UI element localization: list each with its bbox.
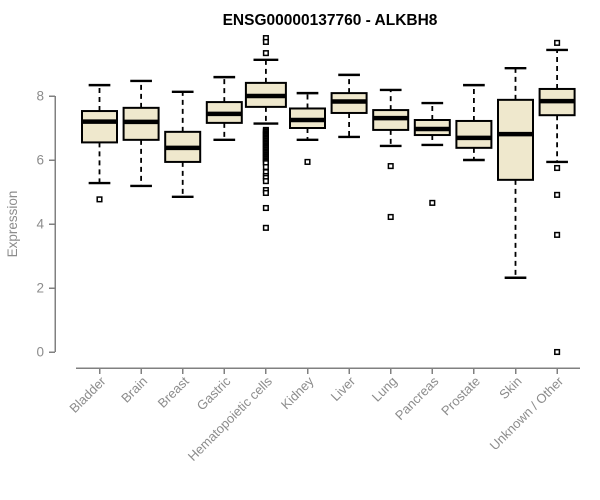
- box-pancreas: [413, 101, 451, 206]
- box-gastric: [205, 75, 243, 142]
- chart-title: ENSG00000137760 - ALKBH8: [223, 12, 438, 29]
- y-tick-label: 2: [36, 281, 44, 296]
- box-skin: [497, 66, 534, 279]
- box-bladder: [81, 83, 118, 203]
- outlier-point: [262, 204, 269, 212]
- outlier-point: [262, 50, 269, 57]
- outlier-point: [554, 348, 561, 356]
- outlier-point: [387, 163, 394, 170]
- box-hematopoietic-cells: [244, 35, 287, 231]
- box-kidney: [289, 91, 326, 165]
- x-tick-label-pancreas: Pancreas: [392, 373, 442, 423]
- outlier-point: [387, 213, 394, 221]
- outlier-point: [96, 196, 103, 203]
- y-tick-label: 8: [36, 89, 44, 104]
- y-tick-label: 4: [36, 217, 44, 232]
- x-tick-label-breast: Breast: [155, 373, 192, 410]
- iqr-box: [455, 119, 493, 149]
- y-axis-title: Expression: [5, 191, 20, 258]
- outlier-point: [429, 199, 436, 206]
- y-tick-label: 6: [36, 153, 44, 168]
- box-unknown-other: [538, 39, 576, 356]
- box-breast: [164, 90, 202, 199]
- x-tick-label-lung: Lung: [369, 374, 400, 405]
- x-tick-label-skin: Skin: [496, 374, 524, 402]
- x-tick-label-brain: Brain: [118, 374, 150, 406]
- iqr-box: [81, 110, 118, 144]
- x-tick-label-unknown-other: Unknown / Other: [487, 373, 567, 453]
- y-tick-label: 0: [36, 345, 44, 360]
- outlier-point: [554, 39, 561, 46]
- outlier-point: [262, 224, 269, 231]
- outlier-point: [304, 158, 311, 165]
- iqr-box: [497, 98, 534, 181]
- box-brain: [122, 79, 160, 188]
- x-tick-label-gastric: Gastric: [194, 373, 234, 413]
- x-tick-label-liver: Liver: [328, 373, 359, 404]
- box-lung: [372, 88, 410, 221]
- outlier-point: [262, 163, 269, 171]
- x-tick-label-prostate: Prostate: [438, 374, 483, 419]
- box-prostate: [455, 83, 493, 162]
- outlier-point: [262, 38, 269, 45]
- outlier-point: [262, 189, 269, 197]
- outlier-point: [554, 191, 561, 198]
- x-tick-label-bladder: Bladder: [66, 373, 109, 416]
- x-tick-label-kidney: Kidney: [278, 373, 317, 412]
- outlier-point: [554, 231, 561, 238]
- outlier-point: [262, 178, 269, 185]
- outlier-point: [554, 164, 561, 172]
- box-liver: [330, 73, 368, 139]
